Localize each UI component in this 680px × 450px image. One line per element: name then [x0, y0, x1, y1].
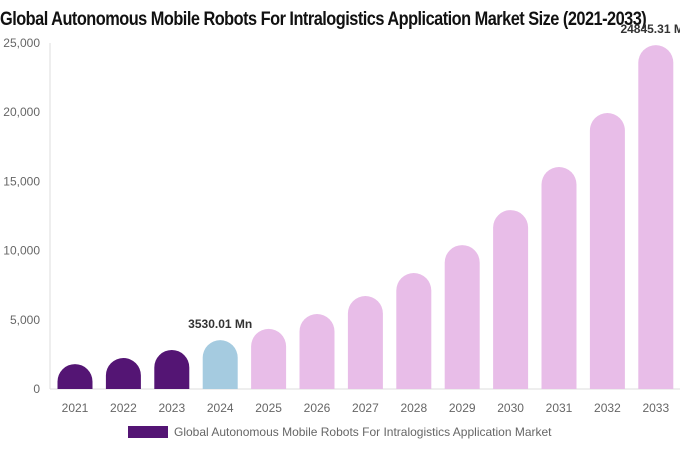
x-tick-label: 2027 — [352, 401, 379, 415]
bar-2028 — [396, 273, 432, 389]
chart-title: Global Autonomous Mobile Robots For Intr… — [0, 9, 647, 30]
bar-2031 — [541, 167, 577, 389]
y-tick-label: 15,000 — [3, 174, 40, 188]
legend[interactable]: Global Autonomous Mobile Robots For Intr… — [128, 425, 552, 439]
bar-2032 — [589, 113, 625, 389]
x-tick-label: 2030 — [497, 401, 524, 415]
bar-2023 — [154, 349, 190, 389]
x-tick-label: 2031 — [546, 401, 573, 415]
legend-label: Global Autonomous Mobile Robots For Intr… — [174, 425, 552, 439]
x-tick-label: 2021 — [62, 401, 89, 415]
y-tick-label: 0 — [33, 382, 40, 396]
bar-2033 — [638, 45, 674, 390]
bar-2022 — [105, 358, 141, 389]
x-tick-label: 2033 — [642, 401, 669, 415]
legend-swatch — [128, 426, 168, 438]
x-tick-label: 2025 — [255, 401, 282, 415]
y-tick-label: 20,000 — [3, 105, 40, 119]
data-label: 24845.31 Mn — [620, 22, 680, 36]
x-tick-label: 2022 — [110, 401, 137, 415]
bar-2021 — [57, 364, 93, 389]
x-tick-label: 2032 — [594, 401, 621, 415]
y-tick-label: 10,000 — [3, 244, 40, 258]
bar-2026 — [299, 313, 335, 389]
y-tick-label: 25,000 — [3, 36, 40, 50]
x-tick-label: 2028 — [400, 401, 427, 415]
bar-2025 — [251, 328, 287, 389]
bar-2027 — [347, 295, 383, 389]
x-tick-label: 2024 — [207, 401, 234, 415]
x-tick-label: 2026 — [304, 401, 331, 415]
bar-2024 — [202, 340, 238, 389]
bar-2029 — [444, 245, 480, 389]
x-tick-label: 2023 — [158, 401, 185, 415]
data-label: 3530.01 Mn — [188, 317, 252, 331]
x-tick-label: 2029 — [449, 401, 476, 415]
y-tick-label: 5,000 — [10, 313, 40, 327]
bar-2030 — [493, 210, 529, 389]
